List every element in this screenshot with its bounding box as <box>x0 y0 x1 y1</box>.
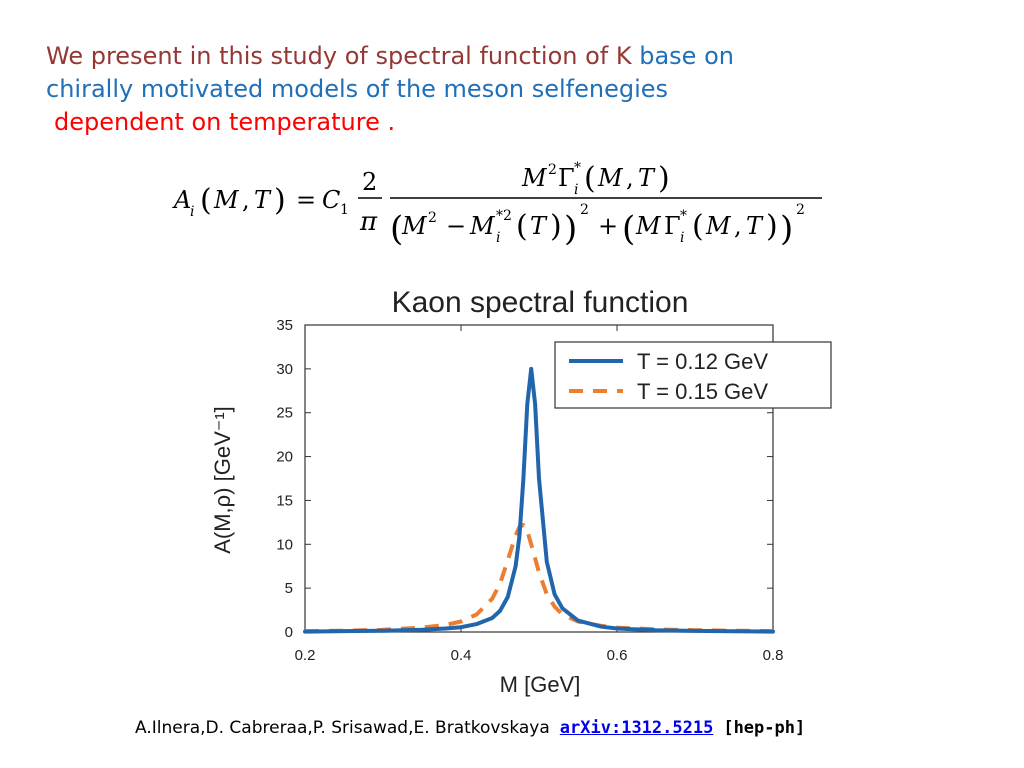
arxiv-category: [hep-ph] <box>723 718 806 738</box>
y-tick-label: 25 <box>276 405 293 422</box>
formula-svg: A i ( M , T ) = C 1 2 π M 2 Γ * i ( M , … <box>172 160 822 249</box>
legend-box <box>554 341 832 409</box>
svg-text:T: T <box>254 186 272 214</box>
svg-text:2: 2 <box>796 202 805 218</box>
svg-text:Γ: Γ <box>664 212 681 240</box>
svg-text:2: 2 <box>362 168 377 196</box>
svg-text:(: ( <box>390 209 403 249</box>
svg-text:,: , <box>626 164 634 192</box>
intro-line-1-part-a: We present in this study of spectral fun… <box>46 42 632 70</box>
svg-text:2: 2 <box>580 202 589 218</box>
arxiv-link[interactable]: arXiv:1312.5215 <box>559 718 714 738</box>
chart-title: Kaon spectral function <box>392 286 689 319</box>
svg-text:2: 2 <box>428 210 437 226</box>
svg-text:C: C <box>322 186 340 214</box>
series-line-solid <box>303 366 775 634</box>
y-tick-label: 5 <box>285 580 293 597</box>
svg-text:(: ( <box>584 161 596 196</box>
x-tick-label: 0.2 <box>295 647 316 664</box>
y-tick-label: 0 <box>285 624 293 641</box>
svg-text:T: T <box>746 212 764 240</box>
kaon-spectral-chart: Kaon spectral function 0 5 10 15 20 25 30 35 0.2… <box>198 280 858 700</box>
svg-text:M: M <box>521 164 548 192</box>
svg-text:M: M <box>705 212 732 240</box>
intro-line-3: dependent on temperature . <box>54 108 396 136</box>
svg-text:Γ: Γ <box>558 164 575 192</box>
svg-text:=: = <box>296 186 316 214</box>
citation-authors: A.Ilnera,D. Cabreraa,P. Srisawad,E. Brat… <box>135 718 550 738</box>
svg-text:+: + <box>598 212 618 240</box>
svg-text:*2: *2 <box>496 208 512 224</box>
legend-label: T = 0.12 GeV <box>637 349 768 374</box>
y-tick-label: 30 <box>276 361 293 378</box>
svg-text:,: , <box>734 212 742 240</box>
svg-text:M: M <box>597 164 624 192</box>
x-tick-label: 0.6 <box>607 647 628 664</box>
y-tick-label: 35 <box>276 317 293 334</box>
svg-text:M: M <box>635 212 662 240</box>
x-tick-label: 0.8 <box>763 647 784 664</box>
svg-text:(: ( <box>200 183 212 218</box>
intro-line-2: chirally motivated models of the meson s… <box>46 75 669 103</box>
svg-text:): ) <box>274 183 286 218</box>
svg-text:): ) <box>550 209 562 244</box>
svg-text:i: i <box>680 230 684 246</box>
x-axis-label: M [GeV] <box>500 672 581 697</box>
x-tick-label: 0.4 <box>451 647 472 664</box>
svg-text:1: 1 <box>340 202 349 218</box>
y-tick-label: 10 <box>276 536 293 553</box>
formula-lhs-A: A <box>172 186 191 214</box>
chart-svg: Kaon spectral function 0 5 10 15 20 25 30 35 0.2… <box>210 286 832 697</box>
svg-text:): ) <box>658 161 670 196</box>
svg-text:): ) <box>780 209 793 249</box>
y-tick-label: 15 <box>276 492 293 509</box>
svg-text:*: * <box>574 160 581 176</box>
svg-text:*: * <box>680 208 687 224</box>
svg-text:2: 2 <box>548 162 557 178</box>
svg-text:(: ( <box>692 209 704 244</box>
svg-text:i: i <box>574 182 578 198</box>
svg-text:M: M <box>401 212 428 240</box>
svg-text:,: , <box>242 186 250 214</box>
svg-text:−: − <box>446 212 466 240</box>
citation: A.Ilnera,D. Cabreraa,P. Srisawad,E. Brat… <box>135 718 995 738</box>
plot-area: 0 5 10 15 20 25 30 35 0.2 0.4 0.6 0.8 T = 0.12 GeV T … <box>276 317 832 664</box>
intro-line-1-part-b: base on <box>631 42 734 70</box>
svg-text:(: ( <box>516 209 528 244</box>
svg-text:M: M <box>213 186 240 214</box>
svg-text:i: i <box>496 230 500 246</box>
y-tick-label: 20 <box>276 449 293 466</box>
svg-text:(: ( <box>622 209 635 249</box>
svg-text:T: T <box>530 212 548 240</box>
intro-text: We present in this study of spectral fun… <box>46 40 866 139</box>
spectral-function-formula: A i ( M , T ) = C 1 2 π M 2 Γ * i ( M , … <box>170 148 840 268</box>
svg-text:T: T <box>638 164 656 192</box>
svg-text:M: M <box>469 212 496 240</box>
svg-text:π: π <box>359 207 378 237</box>
formula-lhs-sub-i: i <box>190 204 194 220</box>
svg-text:): ) <box>564 209 577 249</box>
legend-label: T = 0.15 GeV <box>637 379 768 404</box>
svg-text:): ) <box>766 209 778 244</box>
intro-line-1: We present in this study of spectral fun… <box>46 40 866 73</box>
y-axis-label: A(M,ρ) [GeV⁻¹] <box>210 406 235 554</box>
